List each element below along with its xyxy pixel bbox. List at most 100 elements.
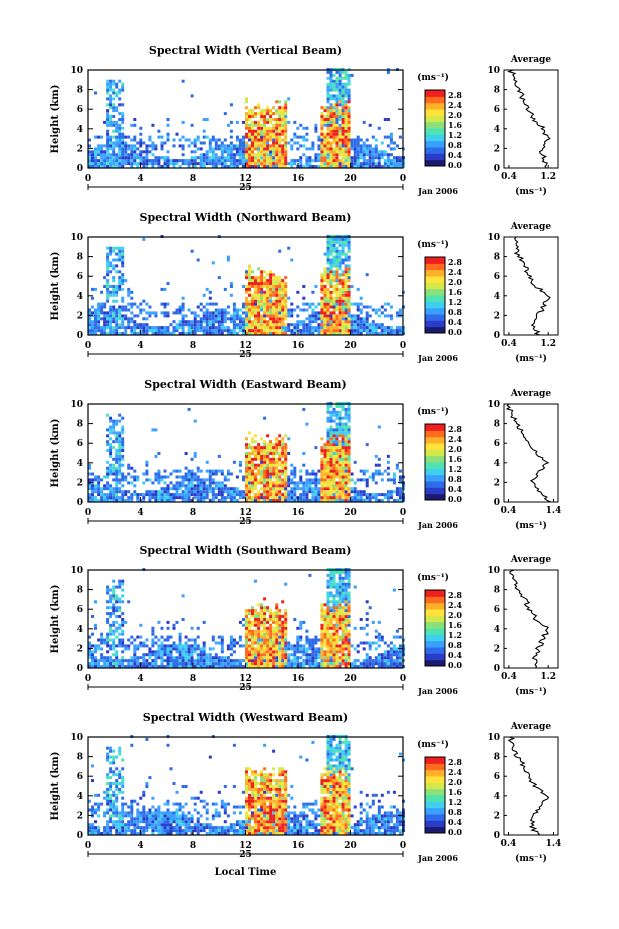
heatmap-cell xyxy=(112,106,116,110)
heatmap-cell xyxy=(154,665,158,668)
heatmap-cell xyxy=(335,138,339,142)
heatmap-cell xyxy=(127,302,131,306)
heatmap-cell xyxy=(266,162,270,166)
heatmap-cell xyxy=(202,156,206,160)
heatmap-cell xyxy=(377,126,381,130)
heatmap-cell xyxy=(172,662,176,666)
heatmap-cell xyxy=(208,484,212,488)
heatmap-cell xyxy=(172,138,176,142)
heatmap-cell xyxy=(254,296,257,300)
heatmap-cell xyxy=(341,311,345,315)
heatmap-cell xyxy=(142,481,146,485)
heatmap-cell xyxy=(109,425,113,429)
heatmap-cell xyxy=(238,496,242,500)
y-axis-label: Height (km) xyxy=(50,419,61,488)
heatmap-cell xyxy=(350,159,354,163)
heatmap-cell xyxy=(293,499,297,502)
heatmap-cell xyxy=(353,320,357,324)
heatmap-cell xyxy=(112,422,116,426)
heatmap-cell xyxy=(242,159,245,163)
heatmap-cell xyxy=(269,469,273,473)
heatmap-cell xyxy=(332,165,336,168)
colorbar-tick-label: 1.2 xyxy=(448,130,462,140)
heatmap-cell xyxy=(112,147,116,151)
heatmap-cell xyxy=(275,481,279,485)
heatmap-cell xyxy=(229,320,233,324)
heatmap-cell xyxy=(272,632,276,636)
heatmap-cell xyxy=(335,106,339,110)
heatmap-cell xyxy=(269,323,273,327)
heatmap-cell xyxy=(278,314,282,318)
heatmap-cell xyxy=(368,323,372,327)
heatmap-cell xyxy=(395,311,399,315)
heatmap-cell xyxy=(242,153,245,157)
heatmap-cell xyxy=(166,123,170,127)
heatmap-cell xyxy=(145,653,149,657)
heatmap-cell xyxy=(251,487,254,491)
heatmap-cell xyxy=(275,141,279,145)
heatmap-cell xyxy=(187,469,191,473)
heatmap-cell xyxy=(356,147,360,151)
heatmap-cell xyxy=(284,659,288,663)
heatmap-cell xyxy=(205,162,209,166)
heatmap-cell xyxy=(320,287,324,291)
heatmap-cell xyxy=(226,656,230,660)
heatmap-cell xyxy=(118,129,122,133)
heatmap-cell xyxy=(347,264,351,268)
heatmap-cell xyxy=(317,314,321,318)
heatmap-cell xyxy=(196,647,200,651)
heatmap-cell xyxy=(332,103,336,107)
heatmap-cell xyxy=(112,246,116,250)
heatmap-cell xyxy=(248,279,251,283)
heatmap-cell xyxy=(133,665,137,668)
heatmap-cell xyxy=(115,94,119,98)
heatmap-cell xyxy=(329,419,333,423)
heatmap-cell xyxy=(308,156,312,160)
heatmap-cell xyxy=(377,159,381,163)
heatmap-cell xyxy=(272,460,276,464)
heatmap-cell xyxy=(329,282,333,285)
heatmap-cell xyxy=(121,314,125,318)
heatmap-cell xyxy=(341,123,345,127)
heatmap-cell xyxy=(242,623,245,627)
heatmap-cell xyxy=(106,285,110,288)
heatmap-cell xyxy=(257,162,261,166)
heatmap-cell xyxy=(251,440,254,444)
heatmap-cell xyxy=(341,475,345,479)
heatmap-cell xyxy=(269,472,273,476)
heatmap-cell xyxy=(115,585,119,589)
heatmap-cell xyxy=(353,496,357,500)
heatmap-cell xyxy=(347,287,351,291)
heatmap-cell xyxy=(374,144,378,148)
heatmap-cell xyxy=(281,285,285,288)
heatmap-cell xyxy=(254,317,257,321)
heatmap-cell xyxy=(350,332,354,335)
heatmap-cell xyxy=(344,129,348,133)
heatmap-cell xyxy=(109,606,113,610)
heatmap-cell xyxy=(311,302,315,306)
heatmap-cell xyxy=(257,626,261,630)
heatmap-cell xyxy=(269,638,273,642)
heatmap-cell xyxy=(332,73,336,77)
heatmap-cell xyxy=(263,135,267,139)
heatmap-cell xyxy=(326,446,330,450)
heatmap-cell xyxy=(305,162,309,166)
heatmap-cell xyxy=(335,308,339,312)
heatmap-cell xyxy=(269,475,273,479)
heatmap-cell xyxy=(130,662,134,666)
heatmap-cell xyxy=(88,138,91,142)
heatmap-cell xyxy=(109,120,113,124)
heatmap-cell xyxy=(296,656,300,660)
heatmap-cell xyxy=(97,478,101,482)
heatmap-cell xyxy=(347,246,351,250)
y-tick-label: 8 xyxy=(77,420,83,430)
heatmap-cell xyxy=(338,159,342,163)
heatmap-cell xyxy=(386,472,390,476)
heatmap-cells xyxy=(88,402,405,502)
average-y-tick-label: 6 xyxy=(494,272,500,282)
heatmap-cell xyxy=(356,144,360,148)
heatmap-cell xyxy=(269,457,273,461)
heatmap-cell xyxy=(251,138,254,142)
heatmap-cell xyxy=(257,106,261,110)
heatmap-cell xyxy=(109,600,113,604)
